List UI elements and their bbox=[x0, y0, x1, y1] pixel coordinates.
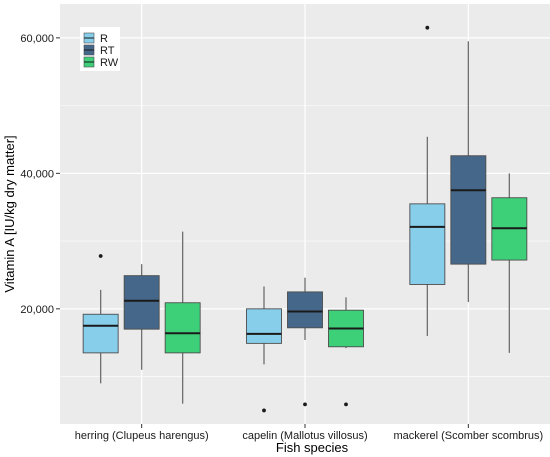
x-axis-title: Fish species bbox=[276, 440, 349, 455]
boxplot-R-2 bbox=[409, 25, 446, 336]
box bbox=[287, 291, 323, 329]
outlier-point bbox=[98, 254, 103, 258]
box bbox=[409, 203, 446, 285]
boxplot-RW-0 bbox=[164, 231, 201, 404]
boxplot-RW-2 bbox=[491, 173, 528, 353]
legend-label-RT: RT bbox=[100, 45, 115, 57]
x-axis-ticks: herring (Clupeus harengus) capelin (Mallo… bbox=[75, 424, 543, 442]
legend-label-RW: RW bbox=[100, 57, 119, 69]
legend-label-R: R bbox=[100, 33, 108, 45]
x-tick-label: capelin (Mallotus villosus) bbox=[242, 430, 367, 442]
box bbox=[82, 313, 119, 354]
boxplot-R-0 bbox=[82, 254, 119, 384]
boxplot-RW-1 bbox=[328, 297, 364, 407]
box bbox=[246, 308, 282, 344]
outlier-point bbox=[344, 402, 348, 407]
y-axis-title: Vitamin A [IU/kg dry matter] bbox=[2, 135, 17, 292]
y-tick-label: 20,000 bbox=[20, 304, 54, 316]
y-axis-ticks: 20,000 40,000 60,000 bbox=[20, 33, 60, 316]
box bbox=[450, 155, 487, 265]
x-tick-label: herring (Clupeus harengus) bbox=[75, 430, 209, 442]
y-tick-label: 60,000 bbox=[20, 33, 54, 45]
outlier-point bbox=[303, 402, 307, 407]
boxplot-RT-2 bbox=[450, 41, 487, 303]
boxplots bbox=[82, 25, 528, 413]
boxplot-R-1 bbox=[246, 286, 282, 413]
x-tick-label: mackerel (Scomber scombrus) bbox=[393, 430, 543, 442]
y-tick-label: 40,000 bbox=[20, 168, 54, 180]
outlier-point bbox=[425, 25, 430, 30]
box bbox=[123, 275, 160, 330]
boxplot-RT-1 bbox=[287, 277, 323, 407]
boxplot-RT-0 bbox=[123, 264, 160, 370]
outlier-point bbox=[262, 408, 266, 413]
box bbox=[164, 302, 201, 354]
